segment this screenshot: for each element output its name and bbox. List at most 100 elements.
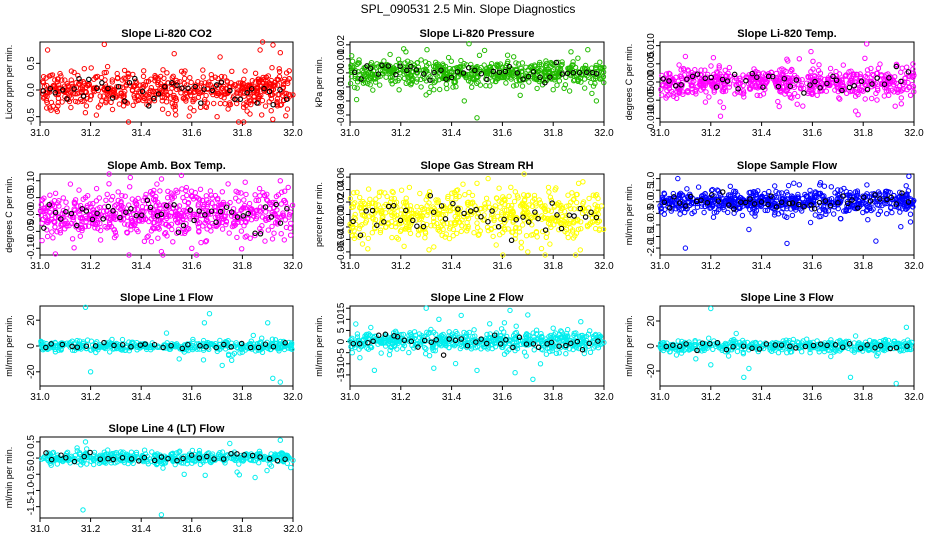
data-point: [214, 114, 220, 120]
data-point: [63, 199, 69, 205]
data-point: [517, 92, 523, 99]
data-point: [862, 96, 868, 102]
data-point: [469, 84, 475, 90]
data-point: [807, 219, 814, 226]
data-point: [227, 84, 233, 90]
data-point: [200, 67, 206, 73]
data-point: [274, 96, 281, 102]
data-point: [270, 116, 276, 123]
data-point: [284, 106, 291, 112]
data-point: [109, 106, 116, 113]
data-point: [588, 79, 594, 86]
data-point: [351, 84, 358, 91]
data-point: [44, 233, 51, 240]
data-point: [518, 65, 524, 72]
data-point: [387, 51, 393, 58]
data-point: [444, 85, 450, 92]
data-point: [353, 96, 360, 103]
overlay-point: [198, 100, 204, 106]
data-point: [40, 78, 46, 85]
data-point: [157, 188, 163, 194]
data-point: [800, 103, 806, 109]
data-point: [268, 96, 275, 102]
data-point: [720, 104, 727, 111]
chart-panel-3: Slope Li-820 Temp.31.0 31.2 31.4 31.6 31.8 32…: [624, 28, 924, 139]
data-point: [241, 197, 247, 203]
data-point: [256, 185, 263, 192]
data-point: [121, 67, 128, 74]
data-point: [59, 77, 65, 83]
y-axis-label: ml/min per min.: [314, 315, 324, 377]
data-point: [140, 97, 146, 104]
data-point: [862, 55, 868, 61]
data-point: [55, 103, 61, 109]
data-point: [256, 79, 262, 85]
data-point: [430, 63, 437, 70]
data-point: [840, 62, 846, 68]
data-point: [795, 93, 801, 100]
data-point: [154, 181, 160, 187]
data-point: [577, 247, 583, 253]
data-point: [187, 75, 193, 81]
overlay-point: [126, 80, 133, 86]
x-tick-label: 31.6: [493, 128, 513, 139]
x-tick-label: 31.6: [182, 392, 202, 403]
data-point: [406, 79, 412, 85]
overlay-point: [151, 95, 157, 102]
data-point: [384, 193, 390, 200]
plot-frame: [349, 41, 605, 123]
x-tick-label: 32.0: [594, 128, 614, 139]
data-point: [785, 182, 792, 189]
data-point: [55, 90, 61, 97]
data-point: [452, 65, 458, 72]
data-point: [239, 246, 245, 252]
data-point: [201, 320, 208, 326]
data-point: [225, 181, 231, 187]
data-point: [283, 113, 289, 119]
data-point: [52, 190, 59, 197]
data-point: [460, 181, 466, 187]
x-tick-label: 31.8: [853, 128, 873, 139]
data-point: [776, 103, 782, 110]
data-point: [82, 110, 89, 116]
data-point: [263, 209, 269, 215]
data-point: [115, 189, 121, 195]
data-point: [403, 80, 409, 87]
data-point: [775, 98, 781, 105]
data-point: [357, 194, 363, 201]
data-point: [62, 77, 68, 83]
overlay-point: [146, 103, 152, 109]
x-tick-label: 31.2: [391, 392, 411, 403]
data-point: [490, 233, 496, 240]
data-point: [556, 350, 562, 356]
data-point: [586, 195, 592, 202]
overlay-point: [261, 85, 267, 92]
data-point: [512, 189, 518, 195]
data-point: [835, 187, 841, 193]
overlay-point: [52, 90, 58, 96]
data-point: [202, 80, 208, 86]
data-point: [461, 98, 467, 104]
data-point: [268, 108, 274, 114]
data-point: [556, 78, 563, 84]
data-point: [195, 79, 201, 85]
data-point: [206, 346, 212, 352]
data-point: [821, 183, 828, 189]
y-tick-label: 0.00: [336, 63, 347, 83]
data-point: [234, 89, 241, 95]
data-point: [287, 232, 294, 238]
data-point: [115, 75, 121, 81]
data-point: [430, 215, 437, 222]
chart-title: Slope Li-820 Pressure: [420, 28, 535, 40]
data-point: [570, 59, 576, 65]
data-point: [81, 98, 87, 104]
x-tick-label: 31.6: [493, 261, 513, 272]
data-point: [547, 241, 553, 247]
data-point: [772, 183, 778, 189]
data-point: [593, 62, 599, 69]
data-point: [708, 63, 714, 69]
overlay-point: [414, 223, 420, 229]
data-point: [100, 93, 107, 99]
data-point: [51, 198, 58, 204]
